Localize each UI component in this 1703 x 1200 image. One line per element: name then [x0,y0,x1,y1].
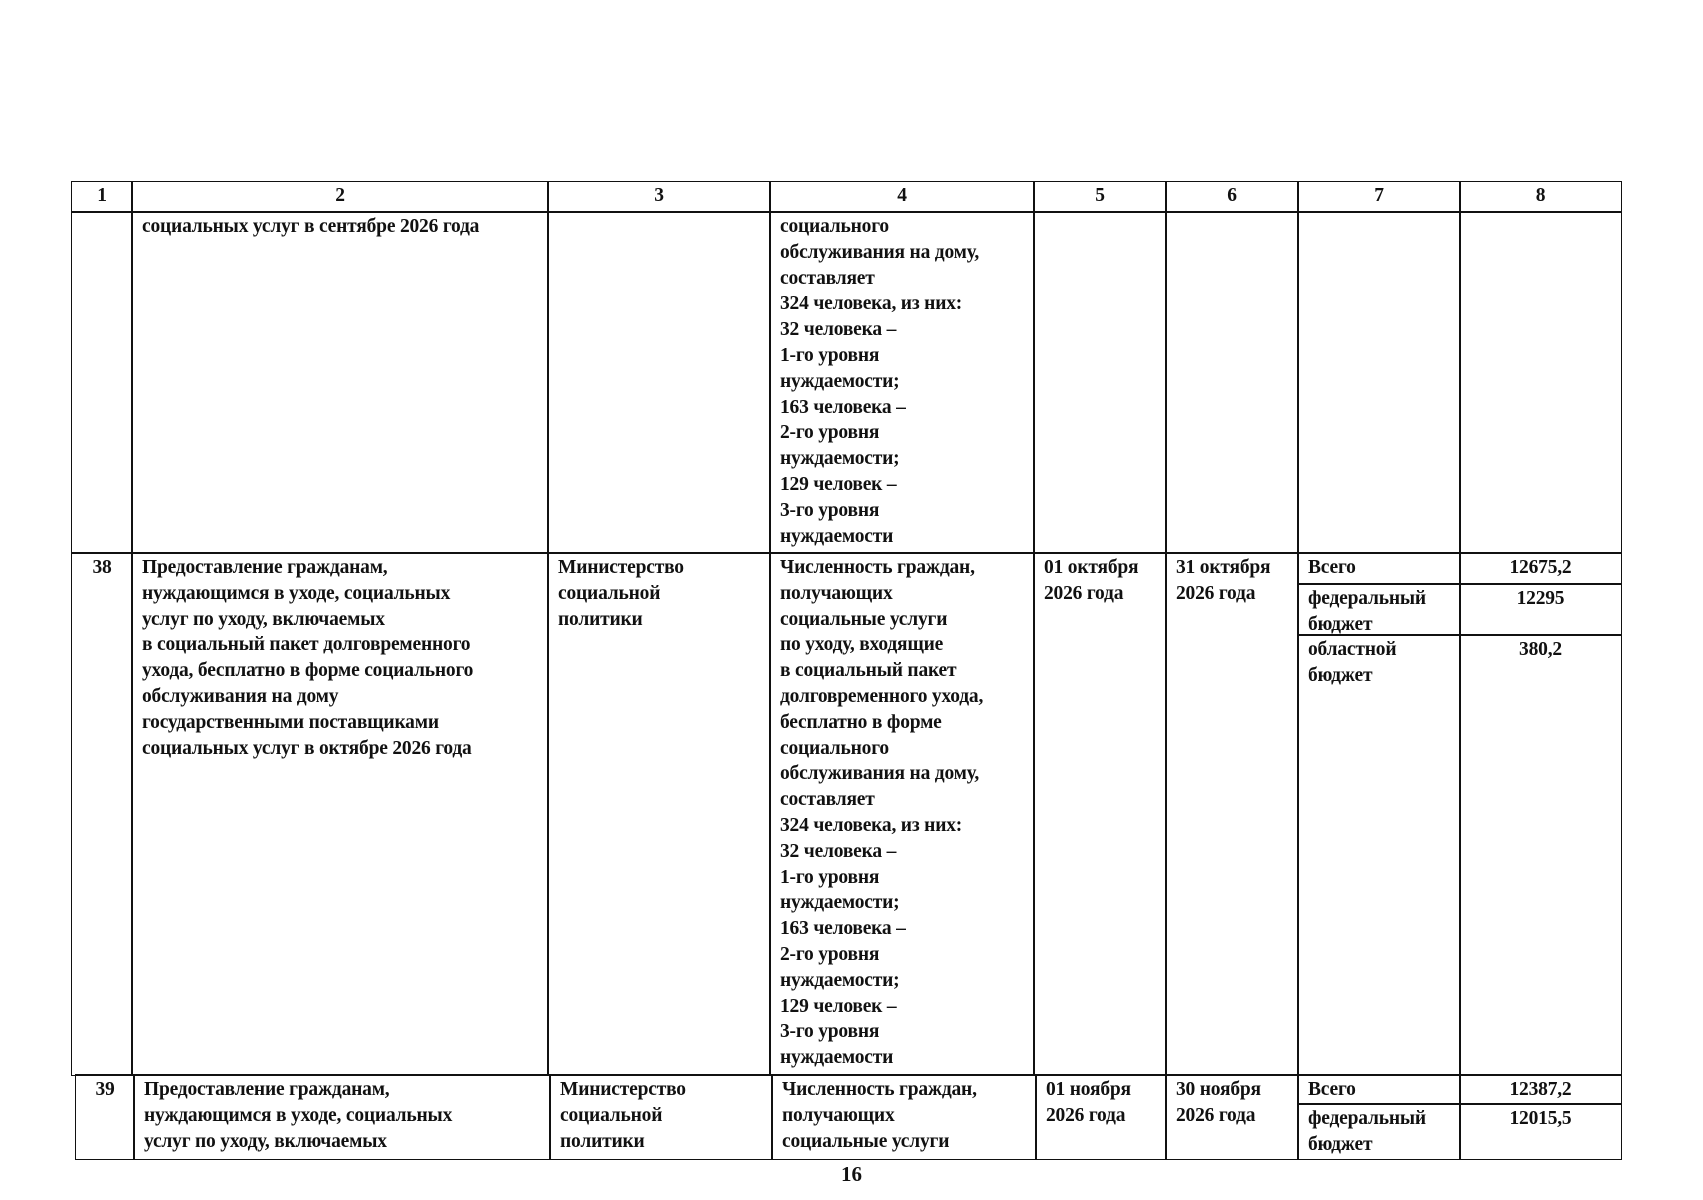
row-end: 30 ноября 2026 года [1165,1074,1299,1160]
funding-amount: 12295 [1459,583,1622,636]
funding-source: федеральный бюджет [1297,583,1461,636]
header-col-7: 7 [1297,181,1461,213]
row-end [1165,211,1299,554]
row-event: социальных услуг в сентябре 2026 года [131,211,549,554]
funding-amount: 12015,5 [1459,1103,1622,1160]
row-executor: Министерство социальной политики [547,552,771,1076]
row-start: 01 октября 2026 года [1033,552,1167,1076]
row-funding-amount [1459,211,1622,554]
funding-source: федеральный бюджет [1297,1103,1461,1160]
row-start: 01 ноября 2026 года [1035,1074,1167,1160]
header-col-1: 1 [71,181,133,213]
funding-amount: 380,2 [1459,634,1622,1076]
funding-source: областной бюджет [1297,634,1461,1076]
row-funding-source [1297,211,1461,554]
funding-source: Всего [1297,1074,1461,1105]
header-col-8: 8 [1459,181,1622,213]
header-col-6: 6 [1165,181,1299,213]
row-indicator: социального обслуживания на дому, состав… [769,211,1035,554]
row-num: 38 [71,552,133,1076]
funding-amount: 12387,2 [1459,1074,1622,1105]
row-event: Предоставление гражданам, нуждающимся в … [133,1074,551,1160]
row-event: Предоставление гражданам, нуждающимся в … [131,552,549,1076]
row-end: 31 октября 2026 года [1165,552,1299,1076]
page-number: 16 [841,1162,862,1186]
row-executor [547,211,771,554]
row-num: 39 [75,1074,135,1160]
header-col-3: 3 [547,181,771,213]
header-col-5: 5 [1033,181,1167,213]
header-col-2: 2 [131,181,549,213]
row-indicator: Численность граждан, получающих социальн… [771,1074,1037,1160]
funding-amount: 12675,2 [1459,552,1622,585]
row-indicator: Численность граждан, получающих социальн… [769,552,1035,1076]
row-executor: Министерство социальной политики [549,1074,773,1160]
funding-source: Всего [1297,552,1461,585]
row-num [71,211,133,554]
row-start [1033,211,1167,554]
header-col-4: 4 [769,181,1035,213]
